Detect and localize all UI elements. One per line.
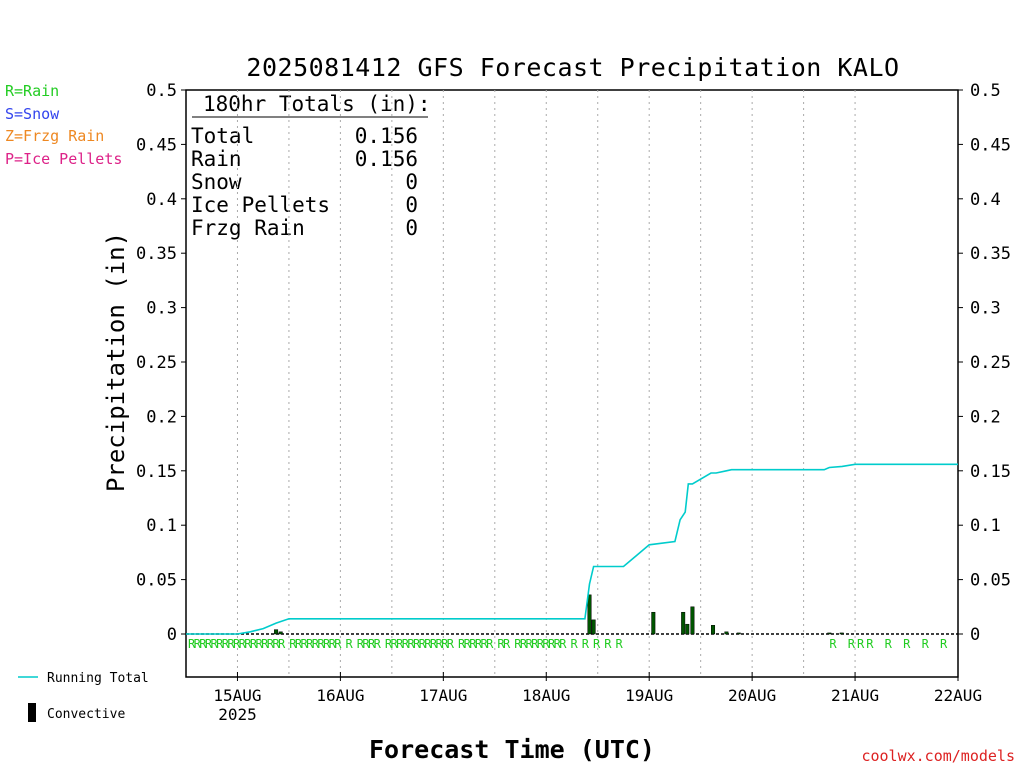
y-tick-label-left: 0.45 xyxy=(136,135,177,155)
convective-legend-swatch xyxy=(28,703,36,722)
y-tick-label-left: 0.1 xyxy=(146,516,177,536)
precip-bar xyxy=(685,623,690,635)
totals-row-label: Frzg Rain xyxy=(191,216,305,240)
y-tick-label-right: 0.25 xyxy=(970,353,1011,373)
x-tick-label: 16AUG xyxy=(316,686,364,705)
y-tick-label-right: 0.3 xyxy=(970,299,1001,319)
convective-legend-label: Convective xyxy=(47,707,125,722)
precip-bar xyxy=(724,631,729,635)
source-credit: coolwx.com/models xyxy=(861,747,1015,765)
y-tick-label-right: 0.35 xyxy=(970,244,1011,264)
running-total-legend-label: Running Total xyxy=(47,671,149,686)
y-tick-label-right: 0.45 xyxy=(970,135,1011,155)
precip-type-row: RRRRRRRRRRRRRRRRR RRRRRRRRR R RRRR RRRRR… xyxy=(188,637,623,651)
precip-bar xyxy=(278,631,283,635)
y-axis-label: Precipitation (in) xyxy=(102,232,130,492)
totals-box: 180hr Totals (in): Total 0.156 Rain 0.156 Sn… xyxy=(191,92,431,240)
x-tick-label: 17AUG xyxy=(419,686,467,705)
precip-type-row: R RRR R R R R xyxy=(829,637,949,651)
totals-row-label: Total xyxy=(191,124,254,148)
totals-row-value: 0.156 xyxy=(355,124,418,148)
series-legend: Running Total Convective xyxy=(18,671,149,722)
y-tick-label-right: 0.15 xyxy=(970,462,1011,482)
y-tick-label-right: 0.05 xyxy=(970,571,1011,591)
x-tick-label: 15AUG xyxy=(213,686,261,705)
y-tick-label-left: 0.15 xyxy=(136,462,177,482)
precip-bar xyxy=(711,625,716,635)
precip-bar xyxy=(827,632,832,635)
y-tick-label-left: 0.3 xyxy=(146,299,177,319)
precip-bar xyxy=(690,606,695,635)
x-tick-label: 20AUG xyxy=(728,686,776,705)
precip-bar xyxy=(839,632,844,635)
x-tick-label: 19AUG xyxy=(625,686,673,705)
totals-row-value: 0 xyxy=(405,216,418,240)
legend-ice-pellets: P=Ice Pellets xyxy=(5,150,122,168)
y-tick-label-left: 0 xyxy=(167,625,177,645)
plot-frame xyxy=(185,89,959,678)
legend-snow: S=Snow xyxy=(5,105,60,123)
precip-bar xyxy=(591,619,596,635)
y-tick-label-left: 0.5 xyxy=(146,81,177,101)
y-tick-label-right: 0.1 xyxy=(970,516,1001,536)
precip-bar xyxy=(681,611,686,635)
y-tick-label-left: 0.2 xyxy=(146,407,177,427)
totals-row-value: 0 xyxy=(405,193,418,217)
running-total-line xyxy=(186,463,958,635)
y-tick-label-right: 0.5 xyxy=(970,81,1001,101)
totals-row-label: Rain xyxy=(191,147,242,171)
totals-row-label: Snow xyxy=(191,170,242,194)
x-tick-label: 21AUG xyxy=(831,686,879,705)
precip-bar xyxy=(587,594,592,635)
precip-bar xyxy=(651,611,656,635)
y-tick-label-right: 0.4 xyxy=(970,190,1001,210)
totals-header: 180hr Totals (in): xyxy=(203,92,431,116)
y-tick-label-right: 0 xyxy=(970,625,980,645)
precip-bar xyxy=(736,632,741,635)
y-tick-label-right: 0.2 xyxy=(970,407,1001,427)
precip-bar xyxy=(274,629,279,635)
x-tick-label: 18AUG xyxy=(522,686,570,705)
legend-rain: R=Rain xyxy=(5,82,59,100)
y-tick-label-left: 0.4 xyxy=(146,190,177,210)
x-axis-label: Forecast Time (UTC) xyxy=(369,735,655,764)
totals-row-value: 0.156 xyxy=(355,147,418,171)
x-tick-label: 22AUG xyxy=(934,686,982,705)
precip-type-legend: R=Rain S=Snow Z=Frzg Rain P=Ice Pellets xyxy=(5,82,122,168)
y-tick-label-left: 0.35 xyxy=(136,244,177,264)
plot-area: 0 00.05 0.050.1 0.10.15 0.150.2 0.20.25 0.250.… xyxy=(136,81,1011,724)
y-tick-label-left: 0.05 xyxy=(136,571,177,591)
totals-row-label: Ice Pellets xyxy=(191,193,330,217)
chart-title: 2025081412 GFS Forecast Precipitation KA… xyxy=(246,53,899,82)
y-tick-label-left: 0.25 xyxy=(136,353,177,373)
x-tick-year-label: 2025 xyxy=(218,705,257,724)
totals-row-value: 0 xyxy=(405,170,418,194)
totals-rows: Total 0.156 Rain 0.156 Snow 0 Ice Pellets 0 Frzg… xyxy=(191,124,418,240)
legend-frzg-rain: Z=Frzg Rain xyxy=(5,127,104,145)
